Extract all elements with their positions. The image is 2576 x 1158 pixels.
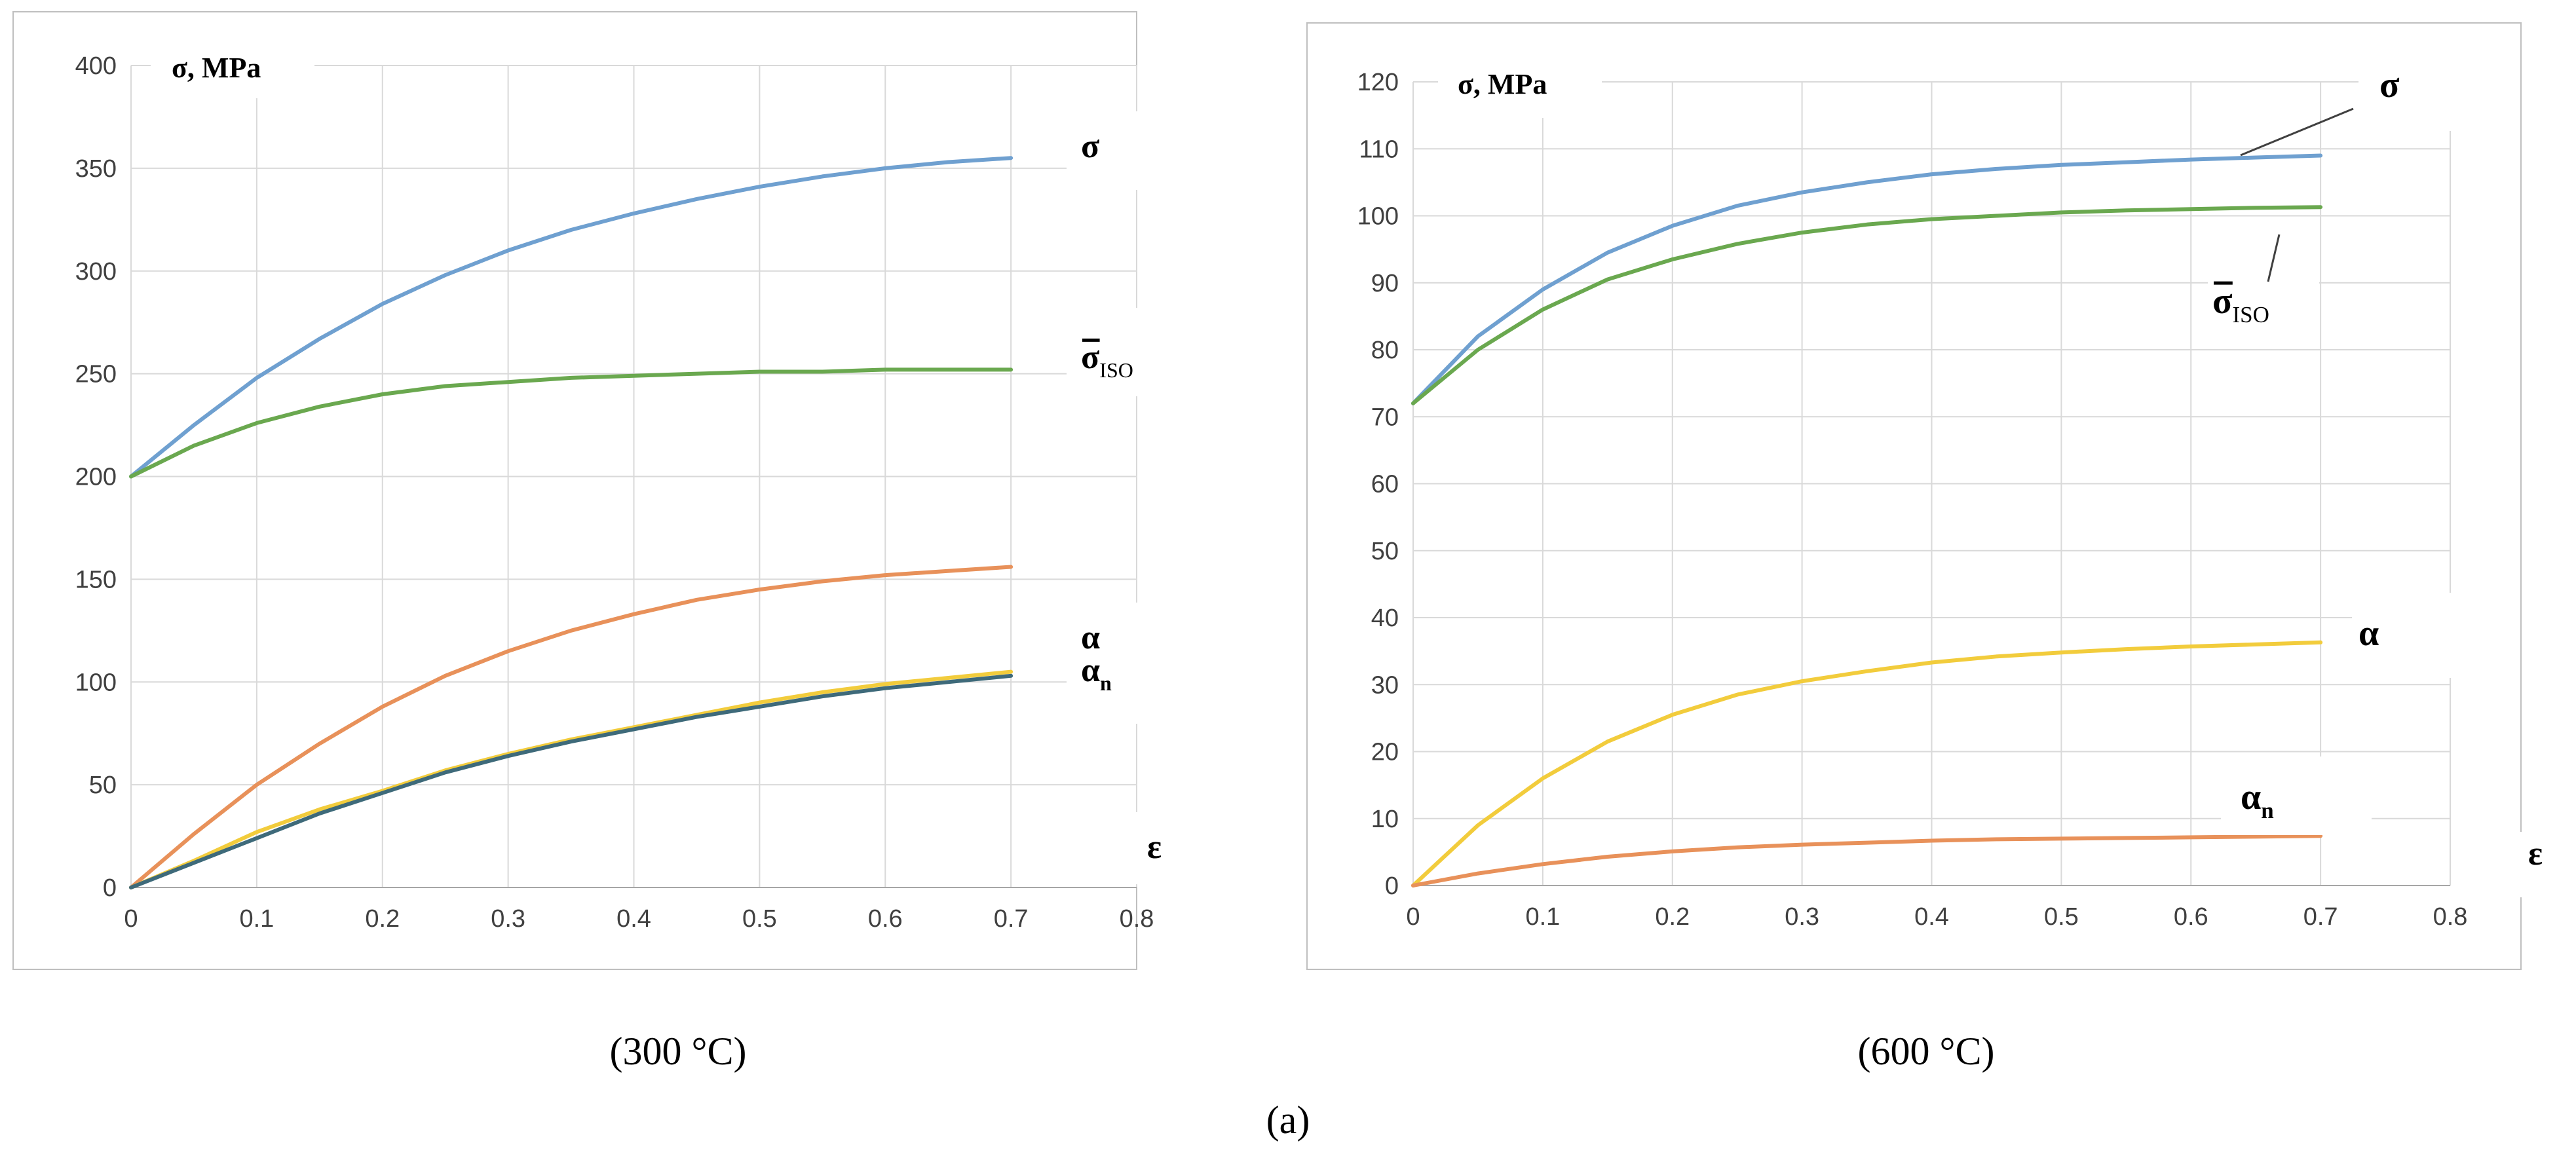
chart-caption: (300 °C) [610, 1030, 747, 1073]
y-tick-label: 50 [89, 772, 117, 799]
x-tick-label: 0.7 [2303, 903, 2338, 931]
y-tick-label: 400 [75, 52, 117, 80]
y-tick-label: 20 [1371, 739, 1399, 766]
y-tick-label: 150 [75, 566, 117, 593]
x-tick-label: 0.6 [868, 905, 903, 933]
y-axis-label: σ, MPa [172, 52, 261, 84]
x-axis-label: ε [2528, 835, 2543, 872]
y-tick-label: 70 [1371, 403, 1399, 431]
label-backdrop [1067, 308, 1152, 396]
y-tick-label: 0 [1385, 872, 1399, 900]
leader-line [2240, 107, 2354, 157]
y-tick-label: 0 [103, 874, 117, 902]
series-label: σ [1081, 128, 1099, 165]
label-backdrop [2358, 39, 2509, 131]
x-tick-label: 0.1 [239, 905, 274, 933]
chart-600c: 0 10 20 30 40 50 60 70 80 90 100 110 120 0 0.1 0.2 0.3 0.… [1306, 22, 2543, 1073]
x-tick-label: 0.8 [1120, 905, 1154, 933]
y-tick-label: 50 [1371, 538, 1399, 565]
x-tick-label: 0.6 [2174, 903, 2208, 931]
series-line [129, 669, 1013, 889]
x-tick-label: 0.2 [1655, 903, 1690, 931]
y-tick-label: 100 [75, 669, 117, 696]
series-line [1411, 834, 2323, 887]
x-tick-label: 0.2 [365, 905, 400, 933]
label-backdrop [151, 26, 314, 98]
series-label: α [2358, 613, 2379, 654]
y-tick-label: 350 [75, 155, 117, 183]
chart-frame [12, 11, 1137, 970]
x-tick-label: 0.8 [2433, 903, 2468, 931]
y-tick-label: 90 [1371, 270, 1399, 297]
x-tick-label: 0.4 [1914, 903, 1949, 931]
y-tick-label: 250 [75, 361, 117, 388]
y-tick-label: 10 [1371, 806, 1399, 833]
y-tick-label: 120 [1357, 69, 1399, 96]
y-tick-label: 40 [1371, 605, 1399, 632]
y-tick-label: 110 [1359, 136, 1399, 163]
y-tick-label: 60 [1371, 471, 1399, 498]
series-line [1411, 640, 2323, 887]
series-line [129, 673, 1013, 889]
x-tick-label: 0 [1406, 903, 1420, 931]
label-backdrop [2208, 259, 2319, 344]
label-backdrop [2352, 593, 2457, 678]
x-tick-label: 0.7 [994, 905, 1029, 933]
chart-300c: 0 50 100 150 200 250 300 350 400 0 0.1 0.2 0.3 0.4 0.5… [12, 11, 1189, 1073]
y-tick-label: 30 [1371, 671, 1399, 699]
figure-caption: (a) [1266, 1098, 1310, 1142]
label-backdrop [1067, 111, 1139, 190]
y-tick-label: 100 [1357, 203, 1399, 231]
label-backdrop [1067, 635, 1152, 724]
x-tick-label: 0.4 [616, 905, 651, 933]
series-line [1411, 153, 2323, 405]
y-axis-label: σ, MPa [1458, 68, 1547, 100]
x-tick-label: 0.5 [742, 905, 777, 933]
label-backdrop [2221, 756, 2372, 835]
series-line [129, 565, 1013, 889]
series-label: α [1081, 619, 1100, 656]
series-line [129, 367, 1013, 479]
label-backdrop [1438, 46, 1602, 118]
x-tick-label: 0.3 [491, 905, 525, 933]
gridlines [1412, 81, 2451, 886]
y-tick-label: 200 [75, 464, 117, 491]
x-tick-label: 0.5 [2044, 903, 2079, 931]
y-tick-label: 80 [1371, 337, 1399, 364]
label-backdrop [1124, 812, 1189, 884]
x-tick-label: 0.1 [1525, 903, 1560, 931]
x-tick-label: 0 [124, 905, 138, 933]
x-tick-label: 0.3 [1785, 903, 1819, 931]
series-label: αn [1081, 652, 1112, 695]
series-line [129, 156, 1013, 479]
series-line [1411, 205, 2323, 405]
series-label: σISO [1081, 339, 1133, 382]
label-backdrop [2463, 832, 2542, 897]
series-label: σISO [2212, 281, 2269, 327]
leader-line [2267, 234, 2281, 282]
x-axis-label: ε [1147, 829, 1162, 866]
series-label: σ [2379, 65, 2400, 105]
series-label: αn [2241, 777, 2274, 823]
chart-caption: (600 °C) [1858, 1030, 1995, 1073]
y-tick-label: 300 [75, 258, 117, 286]
